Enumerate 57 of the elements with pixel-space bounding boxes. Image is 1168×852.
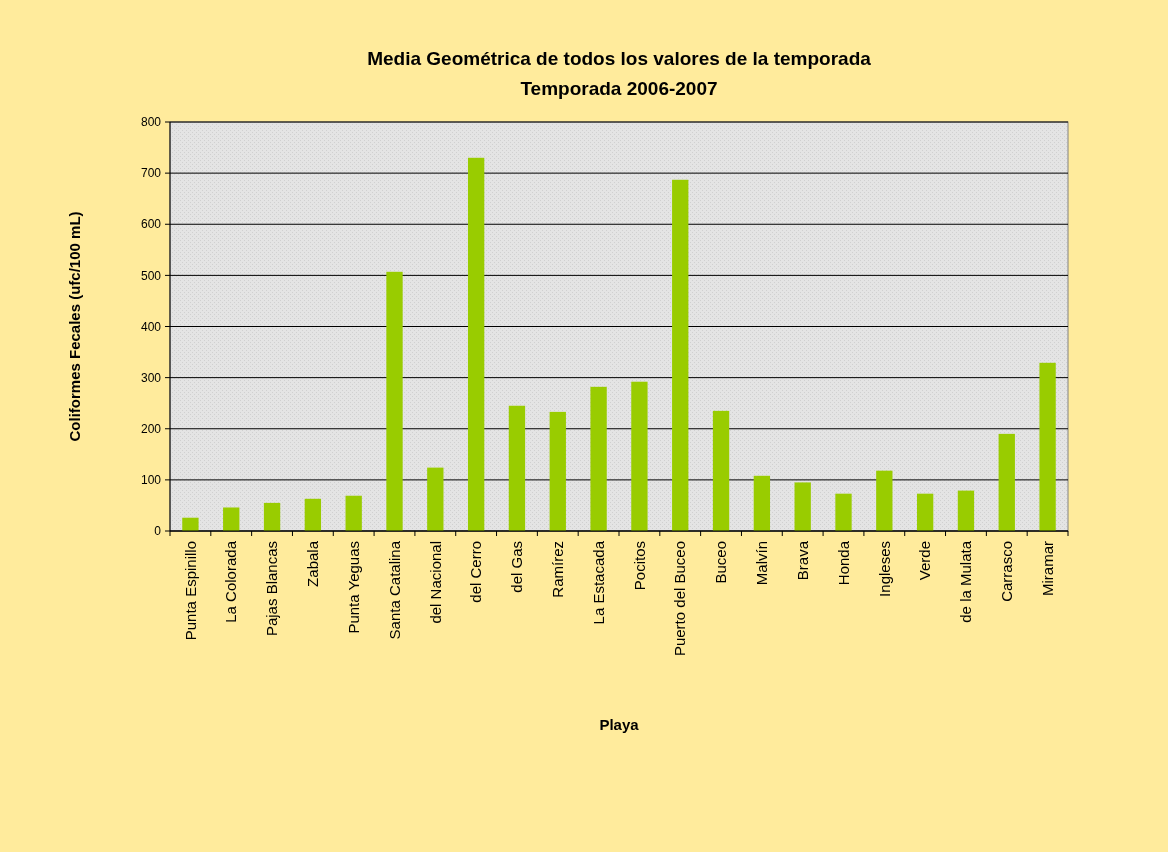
y-tick-label: 300: [140, 370, 162, 385]
chart-subtitle: Temporada 2006-2007: [520, 78, 718, 99]
x-tick-label: Pocitos: [630, 541, 648, 591]
bar: [631, 381, 648, 531]
y-tick-label: 800: [140, 115, 162, 130]
bar: [957, 490, 975, 531]
bar: [508, 405, 526, 531]
bar: [794, 482, 811, 531]
x-tick-label: La Colorada: [222, 540, 240, 623]
x-tick-label: Verde: [916, 541, 934, 581]
bar: [223, 507, 240, 531]
bar: [427, 467, 444, 531]
bar: [998, 433, 1015, 531]
y-tick-label: 100: [140, 473, 162, 488]
bar: [876, 470, 893, 531]
bar: [467, 157, 485, 531]
x-tick-label: Malvín: [753, 541, 771, 586]
bar: [672, 179, 689, 531]
bar: [1039, 362, 1056, 531]
bar: [263, 502, 281, 531]
x-tick-label: Carrasco: [998, 541, 1016, 602]
x-tick-label: del Gas: [508, 541, 526, 593]
bar: [386, 271, 403, 531]
x-tick-label: Zabala: [304, 540, 322, 587]
x-tick-label: Ramírez: [549, 541, 567, 598]
x-tick-label: Miramar: [1038, 541, 1056, 596]
x-tick-label: Ingleses: [875, 541, 893, 597]
y-axis-title: Coliformes Fecales (ufc/100 mL): [66, 211, 83, 442]
y-tick-label: 600: [140, 217, 162, 232]
chart-title: Media Geométrica de todos los valores de la temporada: [367, 48, 872, 69]
y-tick-label: 0: [154, 524, 162, 539]
x-tick-label: Brava: [793, 540, 811, 581]
x-tick-label: del Nacional: [426, 541, 444, 624]
x-tick-label: Honda: [834, 540, 852, 586]
bar: [590, 386, 607, 531]
x-tick-label: Punta Yeguas: [344, 541, 362, 634]
bar: [712, 410, 730, 531]
bar: [549, 411, 566, 531]
x-tick-label: La Estacada: [589, 540, 607, 625]
bar: [182, 517, 199, 531]
y-tick-label: 500: [140, 268, 162, 283]
bar: [345, 495, 362, 531]
x-tick-label: del Cerro: [467, 541, 485, 603]
x-tick-label: Punta Espinillo: [181, 541, 199, 641]
bar: [304, 498, 322, 531]
x-axis-title: Playa: [599, 716, 640, 733]
y-tick-label: 700: [140, 166, 162, 181]
bar: [916, 493, 934, 531]
x-tick-label: Puerto del Buceo: [671, 541, 689, 657]
bar: [835, 493, 852, 531]
bar: [753, 475, 771, 531]
x-tick-label: Buceo: [712, 541, 730, 584]
y-tick-label: 200: [140, 421, 162, 436]
x-tick-label: Santa Catalina: [385, 540, 403, 640]
x-tick-label: de la Mulata: [957, 540, 975, 623]
y-tick-label: 400: [140, 319, 162, 334]
x-tick-label: Pajas Blancas: [263, 541, 281, 637]
